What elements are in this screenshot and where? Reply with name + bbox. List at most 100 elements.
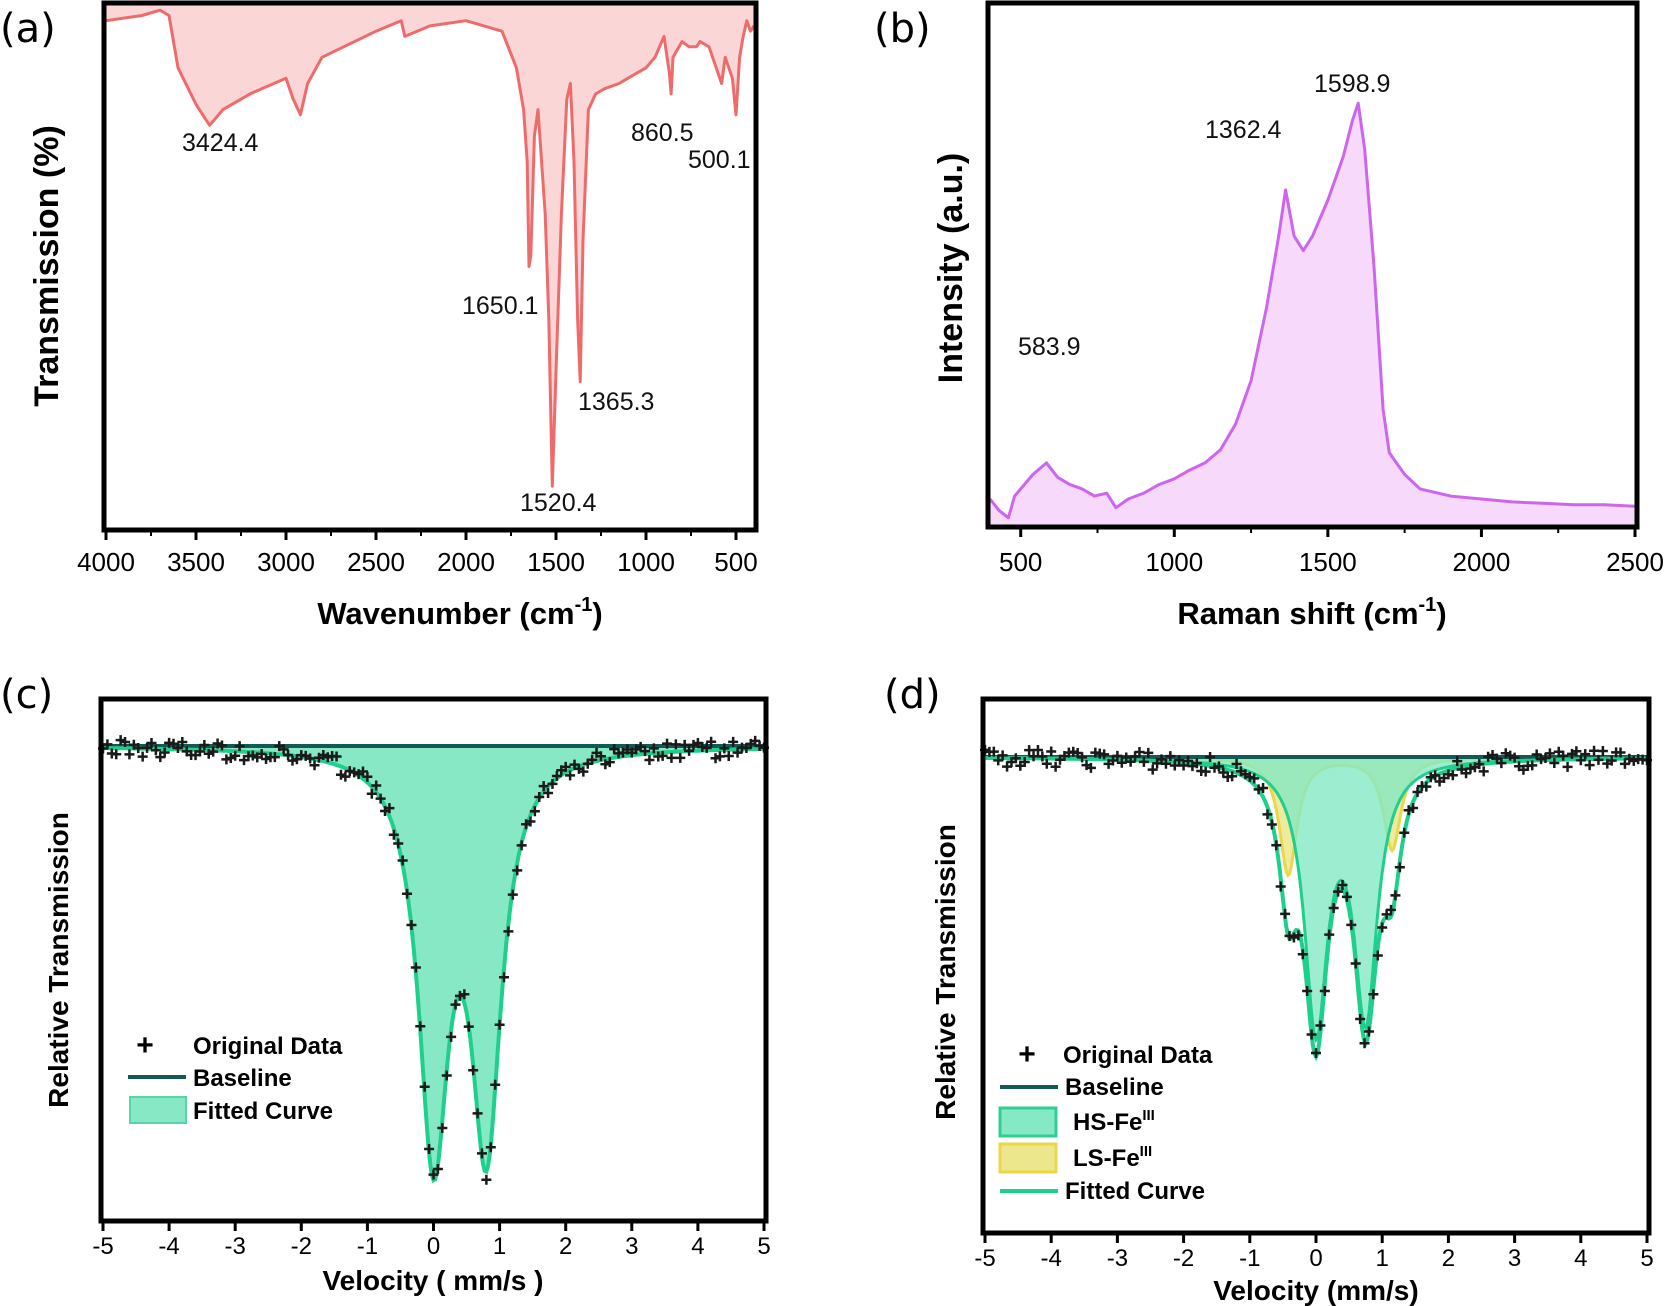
ftir-peak-label-1365: 1365.3 (578, 388, 654, 416)
data-point (269, 752, 280, 763)
data-point (463, 1021, 474, 1032)
data-point (428, 1169, 439, 1180)
data-point (1213, 761, 1224, 772)
data-point (1024, 745, 1035, 756)
data-point (1368, 989, 1379, 1000)
hs-fe-component (983, 755, 1649, 1044)
ftir-peak-label-1520: 1520.4 (520, 489, 597, 517)
data-point (728, 736, 739, 747)
data-point (595, 751, 606, 762)
data-point (1032, 745, 1043, 756)
data-point (1544, 748, 1555, 759)
data-point (216, 740, 227, 751)
ftir-peak-label-860: 860.5 (631, 119, 694, 147)
data-point (1474, 759, 1485, 770)
data-point (666, 752, 677, 763)
data-point (993, 755, 1004, 766)
panel-a-ftir: (a) 4000 3500 3000 2500 2000 1500 1000 500 Tran… (0, 0, 759, 631)
data-point (472, 1108, 483, 1119)
raman-plot-area (988, 101, 1636, 525)
data-point (1280, 908, 1291, 919)
x-tick-label: -4 (158, 1233, 179, 1260)
data-point (177, 736, 188, 747)
data-point (1509, 752, 1520, 763)
x-tick-label: 1000 (617, 547, 675, 577)
data-point (1580, 749, 1591, 760)
data-point (1116, 757, 1127, 768)
data-point (340, 771, 351, 782)
legend-c-baseline-label: Baseline (193, 1065, 292, 1092)
mossbauer-c-plot-area (98, 735, 769, 1185)
data-point (1355, 1013, 1366, 1024)
data-point (419, 1081, 430, 1092)
x-tick-label: -3 (1107, 1245, 1128, 1272)
data-point (1147, 764, 1158, 775)
data-point (1227, 771, 1238, 782)
x-tick-label: 1500 (527, 547, 585, 577)
data-point (1037, 751, 1048, 762)
mossbauer-d-x-axis-title: Velocity (mm/s) (1213, 1275, 1418, 1306)
ftir-x-title-end: ) (592, 596, 602, 631)
data-point (534, 792, 545, 803)
legend-d-hs-swatch (998, 1106, 1058, 1138)
raman-peak-label-1362: 1362.4 (1205, 116, 1282, 144)
panel-letter-d: (d) (884, 672, 941, 718)
data-point (485, 1142, 496, 1153)
data-point (146, 738, 157, 749)
x-tick-label: -4 (1041, 1245, 1062, 1272)
data-point (208, 746, 219, 757)
data-point (701, 742, 712, 753)
data-point (988, 746, 999, 757)
x-tick-label: 0 (427, 1233, 440, 1260)
x-tick-label: 2000 (1453, 547, 1511, 577)
data-point (278, 744, 289, 755)
legend-c-marker-icon: + (136, 1029, 154, 1062)
data-point (529, 806, 540, 817)
data-point (450, 999, 461, 1010)
ftir-y-axis-title: Transmission (%) (28, 125, 66, 407)
data-point (1421, 781, 1432, 792)
data-point (1319, 985, 1330, 996)
data-point (1165, 751, 1176, 762)
data-point (150, 745, 161, 756)
legend-d-ls-swatch (998, 1142, 1058, 1174)
data-point (397, 855, 408, 866)
data-point (230, 750, 241, 761)
x-tick-label: 2500 (1606, 547, 1664, 577)
data-point (750, 735, 761, 746)
x-tick-label: 500 (999, 547, 1042, 577)
x-tick-label: -2 (291, 1233, 312, 1260)
data-point (446, 1031, 457, 1042)
data-point (402, 888, 413, 899)
raman-y-axis-title: Intensity (a.u.) (932, 153, 970, 383)
legend-c-original-label: Original Data (193, 1033, 343, 1060)
ftir-x-title-sup: -1 (575, 594, 593, 616)
data-point (1478, 766, 1489, 777)
data-point (1174, 755, 1185, 766)
x-tick-label: 5 (1640, 1245, 1653, 1272)
data-point (1019, 757, 1030, 768)
data-point (384, 803, 395, 814)
data-point (1275, 881, 1286, 892)
data-point (1350, 958, 1361, 969)
data-point (1337, 880, 1348, 891)
data-point (1160, 758, 1171, 769)
mossbauer-c-x-axis-title: Velocity ( mm/s ) (323, 1265, 544, 1296)
raman-x-ticks: 500 1000 1500 2000 2500 (999, 527, 1664, 577)
data-point (1169, 760, 1180, 771)
legend-d-hs-sup: III (1142, 1107, 1155, 1124)
data-point (1346, 919, 1357, 930)
data-point (1134, 747, 1145, 758)
panel-letter-b: (b) (874, 6, 931, 52)
data-point (1112, 750, 1123, 761)
data-point (1315, 1020, 1326, 1031)
data-point (670, 739, 681, 750)
data-point (1143, 747, 1154, 758)
x-tick-label: 5 (757, 1233, 770, 1260)
data-point (1125, 756, 1136, 767)
raman-frame (985, 0, 1640, 530)
data-point (1341, 891, 1352, 902)
data-point (406, 920, 417, 931)
ftir-peak-label-3424: 3424.4 (182, 129, 259, 157)
raman-x-axis-title: Raman shift (cm-1) (1177, 594, 1446, 631)
